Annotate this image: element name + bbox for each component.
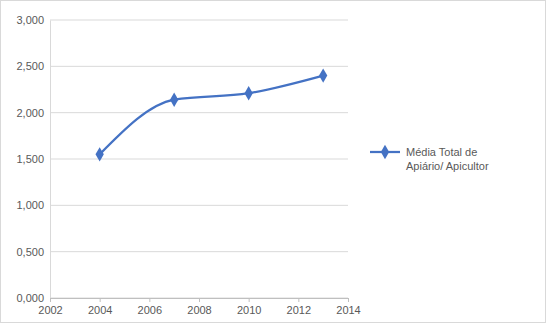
grid-line bbox=[50, 159, 348, 160]
legend-label: Média Total deApiário/ Apicultor bbox=[406, 146, 489, 172]
x-tick-mark bbox=[100, 298, 101, 302]
x-tick-mark bbox=[298, 298, 299, 302]
x-tick-label: 2010 bbox=[237, 304, 261, 316]
y-tick-label: 1,500 bbox=[16, 153, 44, 165]
y-tick-label: 3,000 bbox=[16, 14, 44, 26]
x-tick: 2004 bbox=[88, 298, 112, 316]
legend-item: Média Total deApiário/ Apicultor bbox=[370, 145, 489, 172]
x-tick-label: 2014 bbox=[336, 304, 360, 316]
legend-marker bbox=[381, 145, 389, 159]
y-tick-label: 2,500 bbox=[16, 60, 44, 72]
x-tick-mark bbox=[149, 298, 150, 302]
y-tick: 1,500 bbox=[16, 153, 50, 165]
series-marker bbox=[96, 147, 104, 161]
x-tick-label: 2004 bbox=[88, 304, 112, 316]
x-tick-label: 2006 bbox=[138, 304, 162, 316]
series-marker bbox=[245, 86, 253, 100]
x-tick: 2010 bbox=[237, 298, 261, 316]
x-tick: 2008 bbox=[187, 298, 211, 316]
x-tick-label: 2002 bbox=[38, 304, 62, 316]
x-tick: 2012 bbox=[287, 298, 311, 316]
grid bbox=[50, 20, 348, 298]
series-marker bbox=[319, 68, 327, 82]
grid-line bbox=[50, 112, 348, 113]
x-tick-mark bbox=[249, 298, 250, 302]
chart: 0,0000,5001,0001,5002,0002,5003,00020022… bbox=[0, 0, 546, 323]
y-tick: 2,500 bbox=[16, 60, 50, 72]
y-tick: 0,000 bbox=[16, 292, 50, 304]
x-tick: 2002 bbox=[38, 298, 62, 316]
y-tick: 1,000 bbox=[16, 199, 50, 211]
plot: 0,0000,5001,0001,5002,0002,5003,00020022… bbox=[16, 14, 360, 316]
x-axis: 2002 2004 2006 2008 2010 2012 2014 bbox=[38, 298, 360, 316]
grid-line bbox=[50, 66, 348, 67]
grid-line bbox=[50, 20, 348, 21]
y-tick: 2,000 bbox=[16, 107, 50, 119]
x-tick-mark bbox=[50, 298, 51, 302]
y-axis-line bbox=[50, 21, 51, 299]
y-tick-label: 0,500 bbox=[16, 246, 44, 258]
y-tick-label: 2,000 bbox=[16, 107, 44, 119]
marks bbox=[96, 68, 328, 161]
legend: Média Total deApiário/ Apicultor bbox=[370, 145, 489, 172]
chart-border bbox=[1, 1, 546, 323]
y-tick: 3,000 bbox=[16, 14, 50, 26]
series-marker bbox=[170, 92, 178, 106]
x-axis-line bbox=[51, 299, 349, 303]
series-line bbox=[100, 76, 324, 155]
y-axis: 0,000 0,500 1,000 1,500 2,000 2,500 3,000 bbox=[16, 14, 50, 304]
x-tick-mark bbox=[348, 298, 349, 302]
grid-line bbox=[50, 205, 348, 206]
x-tick: 2014 bbox=[336, 298, 360, 316]
y-tick-label: 0,000 bbox=[16, 292, 44, 304]
y-tick: 0,500 bbox=[16, 246, 50, 258]
x-tick-mark bbox=[199, 298, 200, 302]
grid-line bbox=[50, 251, 348, 252]
x-tick: 2006 bbox=[138, 298, 162, 316]
x-tick-label: 2008 bbox=[187, 304, 211, 316]
y-tick-label: 1,000 bbox=[16, 199, 44, 211]
x-tick-label: 2012 bbox=[287, 304, 311, 316]
